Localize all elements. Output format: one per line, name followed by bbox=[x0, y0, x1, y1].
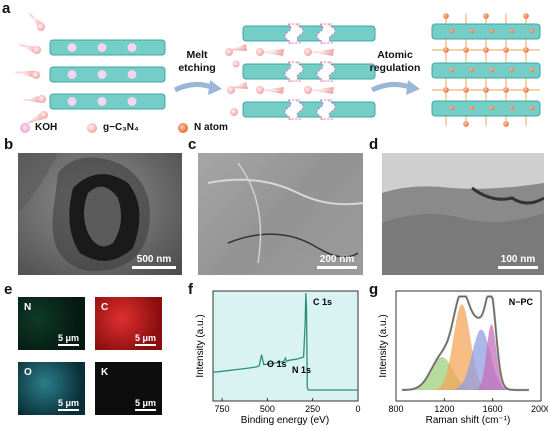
edx-map-o: O 5 μm bbox=[18, 362, 85, 415]
edx-o-scale: 5 μm bbox=[57, 398, 79, 411]
sem-scale-bar: 500 nm bbox=[132, 254, 176, 269]
xps-xtick-label: 0 bbox=[355, 404, 360, 414]
legend-natom-label: N atom bbox=[194, 122, 228, 133]
edx-map-n: N 5 μm bbox=[18, 297, 85, 350]
raman-xtick-label: 1200 bbox=[434, 404, 454, 414]
tem-c-scale-bar: 200 nm bbox=[317, 254, 357, 269]
tem-image-c: 200 nm bbox=[198, 153, 363, 275]
edx-c-label: C bbox=[101, 302, 109, 313]
raman-xlabel: Raman shift (cm⁻¹) bbox=[426, 415, 511, 426]
legend-natom-dot bbox=[178, 123, 188, 133]
step-label-melt-etching: Melt etching bbox=[178, 49, 216, 74]
legend-gcn-label: g−C₃N₄ bbox=[103, 122, 139, 133]
xps-chart: 750 500 250 0 O 1s N 1s C 1s Binding energy… bbox=[195, 290, 361, 426]
edx-map-k: K 5 μm bbox=[95, 362, 162, 415]
stage2-layers bbox=[225, 23, 376, 120]
tem-image-d: 100 nm bbox=[382, 153, 544, 275]
raman-fit-band-2 bbox=[408, 304, 517, 390]
legend-koh-dot bbox=[20, 123, 30, 133]
panel-label-g: g bbox=[369, 281, 379, 298]
step-label-atomic-regulation: Atomic regulation bbox=[369, 49, 421, 74]
raman-fit-band-1 bbox=[408, 357, 517, 390]
schematic-diagram bbox=[14, 12, 541, 133]
raman-ylabel: Intensity (a.u.) bbox=[378, 314, 389, 377]
panel-label-b: b bbox=[4, 136, 14, 153]
xps-ylabel: Intensity (a.u.) bbox=[195, 314, 206, 377]
raman-fit-line bbox=[401, 296, 529, 391]
raman-xtick-label: 800 bbox=[388, 404, 403, 414]
arrow-atomic-regulation bbox=[370, 80, 420, 95]
raman-xtick-label: 1600 bbox=[483, 404, 503, 414]
edx-c-scale: 5 μm bbox=[134, 333, 156, 346]
xps-plot-area bbox=[212, 290, 359, 402]
raman-chart: 800120016002000 N−PC Raman shift (cm⁻¹) … bbox=[378, 290, 548, 426]
sem-image: 500 nm bbox=[18, 153, 182, 275]
panel-label-a: a bbox=[2, 0, 11, 17]
xps-peak-n1s: N 1s bbox=[292, 365, 311, 375]
xps-xtick-label: 500 bbox=[260, 404, 275, 414]
stage3-layers bbox=[431, 13, 541, 127]
panel-label-d: d bbox=[369, 136, 379, 153]
edx-map-c: C 5 μm bbox=[95, 297, 162, 350]
xps-peak-c1s: C 1s bbox=[313, 297, 332, 307]
panel-label-c: c bbox=[188, 136, 197, 153]
xps-xtick-label: 750 bbox=[215, 404, 230, 414]
edx-o-label: O bbox=[24, 367, 32, 378]
legend-koh-label: KOH bbox=[35, 122, 58, 133]
raman-title: N−PC bbox=[509, 297, 534, 307]
edx-n-label: N bbox=[24, 302, 32, 313]
panel-label-f: f bbox=[188, 281, 193, 298]
edx-k-label: K bbox=[101, 367, 109, 378]
edx-n-scale: 5 μm bbox=[57, 333, 79, 346]
arrow-melt-etching bbox=[173, 80, 222, 95]
xps-peak-o1s: O 1s bbox=[267, 359, 287, 369]
panel-label-e: e bbox=[4, 281, 13, 298]
tem-d-scale-bar: 100 nm bbox=[498, 254, 538, 269]
legend-gcn-dot bbox=[87, 123, 97, 133]
raman-xtick-label: 2000 bbox=[531, 404, 548, 414]
stage1-layers bbox=[14, 12, 166, 124]
xps-xtick-label: 250 bbox=[305, 404, 320, 414]
xps-xlabel: Binding energy (eV) bbox=[241, 415, 329, 426]
raman-fit-band-4 bbox=[408, 324, 517, 390]
edx-k-scale: 5 μm bbox=[134, 398, 156, 411]
xps-spectrum-line bbox=[212, 293, 358, 391]
